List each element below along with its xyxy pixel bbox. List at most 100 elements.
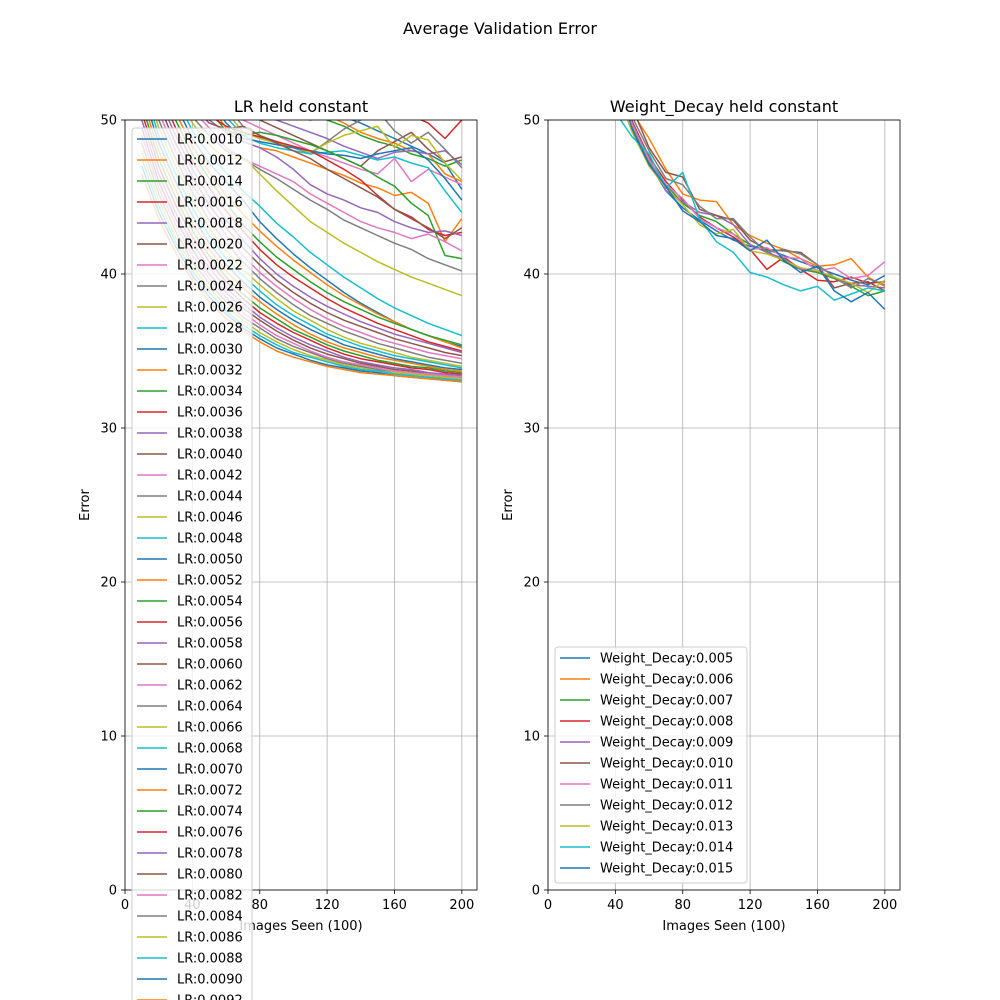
legend-label: LR:0.0032: [177, 364, 243, 379]
legend: LR:0.0010 LR:0.0012 LR:0.0014 LR:0.0016 LR:0…: [131, 127, 253, 1000]
y-tick-label: 20: [100, 576, 117, 591]
legend-label: Weight_Decay:0.007: [600, 694, 733, 709]
legend-label: Weight_Decay:0.006: [600, 673, 733, 688]
y-tick-label: 30: [100, 422, 117, 437]
legend-label: LR:0.0036: [177, 406, 243, 421]
legend-label: Weight_Decay:0.014: [600, 841, 733, 856]
legend-label: LR:0.0064: [177, 700, 243, 715]
series-line: [215, 120, 462, 260]
x-axis-label: Images Seen (100): [662, 919, 785, 934]
series-line: [237, 120, 463, 169]
legend-label: LR:0.0020: [177, 238, 243, 253]
y-tick-label: 50: [523, 114, 540, 129]
subplot-title: Weight_Decay held constant: [610, 97, 838, 117]
legend-label: LR:0.0042: [177, 469, 243, 484]
x-tick-label: 80: [674, 898, 691, 913]
legend-label: LR:0.0048: [177, 532, 243, 547]
series-line: [194, 120, 463, 272]
x-tick-label: 120: [315, 898, 340, 913]
series-line: [200, 120, 463, 252]
series-line: [335, 120, 463, 183]
legend-label: LR:0.0088: [177, 952, 243, 967]
legend-label: LR:0.0016: [177, 196, 243, 211]
series-line: [219, 120, 463, 243]
legend-label: Weight_Decay:0.009: [600, 736, 733, 751]
x-tick-label: 80: [251, 898, 268, 913]
legend-label: LR:0.0058: [177, 637, 243, 652]
y-tick-label: 20: [523, 576, 540, 591]
legend-label: Weight_Decay:0.010: [600, 757, 733, 772]
legend-label: LR:0.0056: [177, 616, 243, 631]
figure-suptitle: Average Validation Error: [403, 19, 597, 38]
legend-label: LR:0.0092: [177, 994, 243, 1000]
y-axis-label: Error: [501, 489, 516, 521]
legend-label: LR:0.0010: [177, 133, 243, 148]
legend-label: LR:0.0062: [177, 679, 243, 694]
legend-label: LR:0.0022: [177, 259, 243, 274]
legend-label: LR:0.0046: [177, 511, 243, 526]
legend-label: LR:0.0038: [177, 427, 243, 442]
series-line: [350, 120, 463, 190]
x-tick-label: 120: [738, 898, 763, 913]
legend-label: LR:0.0074: [177, 805, 243, 820]
y-tick-label: 50: [100, 114, 117, 129]
legend-label: LR:0.0060: [177, 658, 243, 673]
legend-label: LR:0.0044: [177, 490, 243, 505]
legend-label: Weight_Decay:0.015: [600, 862, 733, 877]
legend-label: LR:0.0030: [177, 343, 243, 358]
legend-label: LR:0.0070: [177, 763, 243, 778]
y-tick-label: 0: [532, 884, 540, 899]
legend-label: LR:0.0050: [177, 553, 243, 568]
legend-label: LR:0.0026: [177, 301, 243, 316]
x-tick-label: 0: [121, 898, 129, 913]
series-line: [636, 120, 886, 292]
legend-label: LR:0.0052: [177, 574, 243, 589]
y-tick-label: 10: [100, 730, 117, 745]
series-line: [257, 120, 462, 167]
subplot-2: 0 40 80 120 160 200 0 10 20 30 40 50 Weight_Decay he…: [501, 97, 901, 934]
legend-label: LR:0.0012: [177, 154, 243, 169]
x-tick-label: 200: [449, 898, 474, 913]
x-tick-label: 200: [872, 898, 897, 913]
legend-label: LR:0.0018: [177, 217, 243, 232]
legend-label: LR:0.0084: [177, 910, 243, 925]
y-tick-label: 0: [109, 884, 117, 899]
subplot-1: 0408012016020001020304050LR held constan…: [78, 97, 478, 1000]
legend-label: Weight_Decay:0.008: [600, 715, 733, 730]
series-line: [324, 120, 463, 167]
legend-label: Weight_Decay:0.012: [600, 799, 733, 814]
legend-label: LR:0.0090: [177, 973, 243, 988]
subplot-title: LR held constant: [234, 97, 368, 116]
series-line: [190, 120, 463, 297]
legend-label: LR:0.0068: [177, 742, 243, 757]
series-line: [629, 120, 886, 297]
legend-label: LR:0.0078: [177, 847, 243, 862]
series-line: [274, 120, 463, 166]
legend-label: Weight_Decay:0.013: [600, 820, 733, 835]
legend-frame: [554, 646, 748, 884]
series-line: [215, 120, 462, 237]
x-tick-label: 40: [607, 898, 624, 913]
series-group: [619, 120, 886, 310]
y-tick-label: 40: [523, 268, 540, 283]
y-tick-label: 10: [523, 730, 540, 745]
y-axis-label: Error: [78, 489, 93, 521]
legend-frame: [131, 127, 253, 1000]
series-line: [241, 120, 463, 186]
legend-label: LR:0.0080: [177, 868, 243, 883]
x-tick-label: 0: [544, 898, 552, 913]
series-line: [628, 120, 886, 310]
series-line: [227, 120, 463, 213]
legend-label: LR:0.0086: [177, 931, 243, 946]
legend-label: LR:0.0034: [177, 385, 243, 400]
legend: Weight_Decay:0.005 Weight_Decay:0.006 Weig…: [554, 646, 748, 884]
y-tick-label: 40: [100, 268, 117, 283]
legend-label: LR:0.0054: [177, 595, 243, 610]
series-line: [632, 120, 886, 289]
x-tick-label: 160: [382, 898, 407, 913]
legend-label: LR:0.0066: [177, 721, 243, 736]
legend-label: LR:0.0040: [177, 448, 243, 463]
series-line: [626, 120, 886, 294]
legend-label: LR:0.0082: [177, 889, 243, 904]
